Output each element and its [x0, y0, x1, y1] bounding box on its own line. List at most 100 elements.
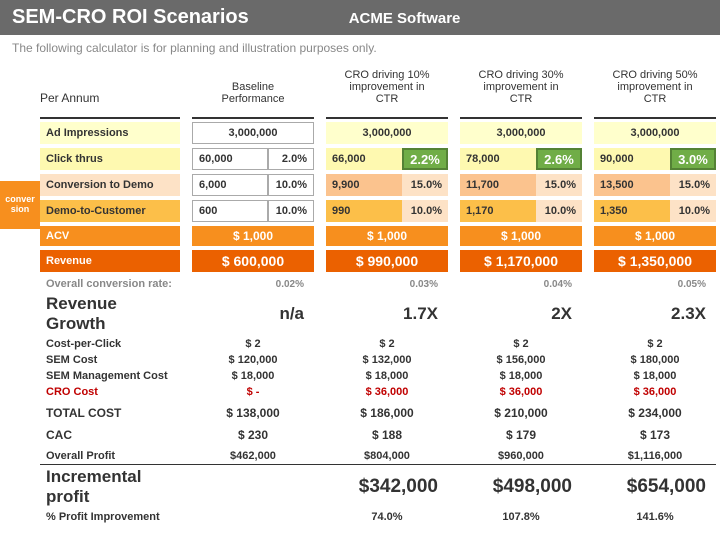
cell-value: $ 18,000 — [460, 368, 582, 384]
cell-value: $ 179 — [460, 426, 582, 444]
cell-value: $ 1,000 — [326, 226, 448, 246]
cell-value: 1,350 — [594, 200, 670, 222]
cell-value: $ 1,000 — [192, 226, 314, 246]
cell-value: 2X — [460, 292, 582, 336]
cell-value: $ 188 — [326, 426, 448, 444]
cell-value: $ 186,000 — [326, 404, 448, 422]
cell-value: $ 156,000 — [460, 352, 582, 368]
col-cro10: CRO driving 10%improvement inCTR — [326, 69, 448, 118]
subtitle-note: The following calculator is for planning… — [0, 35, 720, 69]
row-ad_impressions: Ad Impressions 3,000,000 3,000,000 3,000,00… — [40, 122, 716, 144]
row-label: Demo-to-Customer — [40, 200, 180, 222]
row-cro: CRO Cost $ - $ 36,000 $ 36,000 $ 36,000 — [40, 384, 716, 400]
conversion-side-tab: conversion — [0, 181, 40, 229]
row-semmgmt: SEM Management Cost$ 18,000$ 18,000$ 18,… — [40, 368, 716, 384]
cell-value: 3,000,000 — [594, 122, 716, 144]
row-label: Revenue — [40, 250, 180, 272]
cell-value: 0.04% — [460, 276, 582, 292]
row-label: % Profit Improvement — [40, 509, 180, 525]
cell-value[interactable]: 3,000,000 — [192, 122, 314, 144]
row-click_thrus: Click thrus60,0002.0%66,0002.2%78,0002.6… — [40, 148, 716, 170]
row-cpc: Cost-per-Click$ 2$ 2$ 2$ 2 — [40, 336, 716, 352]
row-label: Revenue Growth — [40, 292, 180, 336]
cell-value: $ 990,000 — [326, 250, 448, 272]
cell-value: $ 1,000 — [594, 226, 716, 246]
row-header-label: Per Annum — [40, 69, 180, 118]
cell-value: $498,000 — [460, 465, 582, 509]
row-conv_demo: Conversion to Demo6,00010.0%9,90015.0%11… — [40, 174, 716, 196]
cell-value: $ 2 — [192, 336, 314, 352]
cell-value: $ 234,000 — [594, 404, 716, 422]
cell-pct[interactable]: 10.0% — [268, 200, 314, 222]
cell-value: $ 18,000 — [594, 368, 716, 384]
row-growth: Revenue Growth n/a 1.7X 2X 2.3X — [40, 292, 716, 336]
cell-value[interactable]: 60,000 — [192, 148, 268, 170]
row-total: TOTAL COST $ 138,000 $ 186,000 $ 210,000 $ 2… — [40, 404, 716, 422]
cell-value: $ 600,000 — [192, 250, 314, 272]
cell-pct: 2.2% — [402, 148, 448, 170]
cell-value: $960,000 — [460, 448, 582, 465]
cell-value: $ 1,350,000 — [594, 250, 716, 272]
cell-value: $804,000 — [326, 448, 448, 465]
cell-value: 0.02% — [192, 276, 314, 292]
cell-value — [192, 465, 314, 509]
cell-value: $ 1,000 — [460, 226, 582, 246]
cell-value: 74.0% — [326, 509, 448, 525]
cell-pct: 10.0% — [402, 200, 448, 222]
cell-value: $ 2 — [326, 336, 448, 352]
cell-value: $ 230 — [192, 426, 314, 444]
cell-value: $ 120,000 — [192, 352, 314, 368]
cell-value: 3,000,000 — [460, 122, 582, 144]
page-title: SEM-CRO ROI Scenarios — [12, 6, 249, 29]
row-acv: ACV $ 1,000 $ 1,000 $ 1,000 $ 1,000 — [40, 226, 716, 246]
row-label: Incremental profit — [40, 465, 180, 509]
cell-value: $ 2 — [460, 336, 582, 352]
cell-pct[interactable]: 10.0% — [268, 174, 314, 196]
cell-pct: 3.0% — [670, 148, 716, 170]
cell-value: $ 180,000 — [594, 352, 716, 368]
row-label: CAC — [40, 426, 180, 444]
row-label: Click thrus — [40, 148, 180, 170]
cell-value: 1,170 — [460, 200, 536, 222]
cell-pct: 2.6% — [536, 148, 582, 170]
row-demo_cust: Demo-to-Customer60010.0%99010.0%1,17010.… — [40, 200, 716, 222]
cell-pct: 15.0% — [402, 174, 448, 196]
row-cac: CAC $ 230 $ 188 $ 179 $ 173 — [40, 426, 716, 444]
cell-value: $ 173 — [594, 426, 716, 444]
row-label: ACV — [40, 226, 180, 246]
cell-pct: 15.0% — [670, 174, 716, 196]
cell-value: n/a — [192, 292, 314, 336]
cell-value: $ 36,000 — [460, 384, 582, 400]
cell-pct: 15.0% — [536, 174, 582, 196]
cell-pct[interactable]: 2.0% — [268, 148, 314, 170]
cell-value: 0.03% — [326, 276, 448, 292]
row-label: Ad Impressions — [40, 122, 180, 144]
row-label: CRO Cost — [40, 384, 180, 400]
cell-value: 141.6% — [594, 509, 716, 525]
cell-pct: 10.0% — [670, 200, 716, 222]
row-oprofit: Overall Profit$462,000$804,000$960,000$1… — [40, 448, 716, 465]
cell-value: 990 — [326, 200, 402, 222]
col-baseline: BaselinePerformance — [192, 69, 314, 118]
cell-value: 1.7X — [326, 292, 448, 336]
cell-value: 2.3X — [594, 292, 716, 336]
cell-pct: 10.0% — [536, 200, 582, 222]
cell-value: $ 36,000 — [326, 384, 448, 400]
col-cro50: CRO driving 50%improvement inCTR — [594, 69, 716, 118]
cell-value: $ 36,000 — [594, 384, 716, 400]
cell-value: 0.05% — [594, 276, 716, 292]
cell-value: $ - — [192, 384, 314, 400]
cell-value: $342,000 — [326, 465, 448, 509]
row-label: TOTAL COST — [40, 404, 180, 422]
row-label: SEM Management Cost — [40, 368, 180, 384]
row-incprofit: Incremental profit$342,000$498,000$654,0… — [40, 465, 716, 509]
row-label: Overall conversion rate: — [40, 276, 180, 292]
cell-value: $ 210,000 — [460, 404, 582, 422]
cell-value: 9,900 — [326, 174, 402, 196]
column-header-row: Per Annum BaselinePerformance CRO drivin… — [40, 69, 716, 118]
cell-value[interactable]: 6,000 — [192, 174, 268, 196]
cell-value: $ 138,000 — [192, 404, 314, 422]
cell-value: 11,700 — [460, 174, 536, 196]
row-label: Cost-per-Click — [40, 336, 180, 352]
cell-value[interactable]: 600 — [192, 200, 268, 222]
